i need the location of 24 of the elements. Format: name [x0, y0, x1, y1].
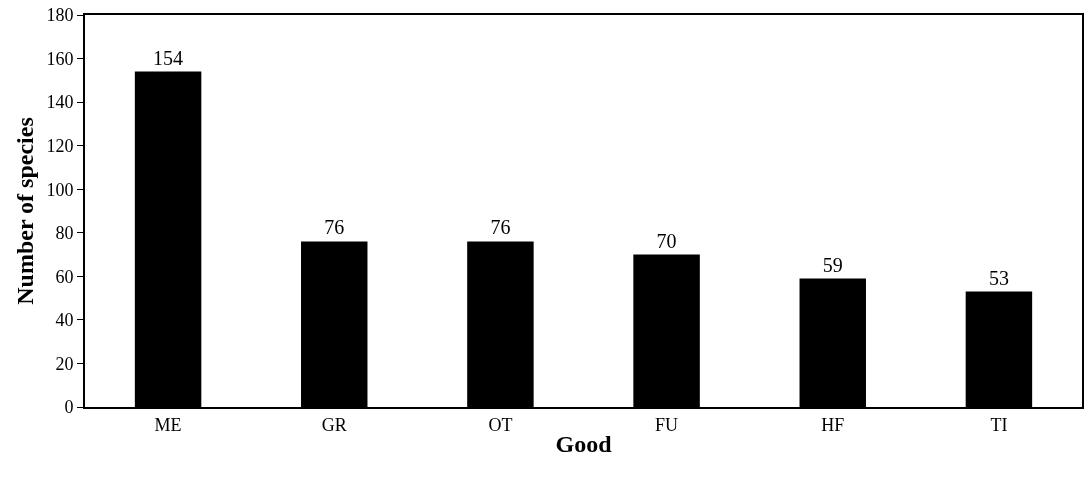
x-tick-label: FU	[655, 414, 679, 435]
y-tick-label: 20	[55, 353, 74, 374]
data-label: 53	[988, 266, 1009, 289]
x-tick-label: GR	[321, 414, 347, 435]
y-tick-label: 160	[46, 48, 74, 69]
data-label: 59	[822, 253, 843, 276]
x-tick-label: TI	[990, 414, 1008, 435]
y-tick-label: 40	[55, 310, 74, 331]
y-axis-title: Number of species	[12, 117, 38, 305]
y-tick-label: 80	[55, 223, 74, 244]
data-label: 154	[153, 46, 184, 69]
data-label: 76	[324, 216, 345, 239]
x-axis-title: Good	[555, 431, 613, 458]
y-tick-label: 60	[55, 266, 74, 287]
y-tick-label: 0	[64, 397, 74, 418]
y-tick-label: 100	[46, 179, 74, 200]
data-label: 70	[656, 229, 677, 252]
x-tick-label: HF	[821, 414, 845, 435]
x-tick-label: ME	[154, 414, 182, 435]
x-tick-label: OT	[488, 414, 513, 435]
y-tick-label: 180	[46, 5, 74, 26]
data-label: 76	[490, 216, 511, 239]
y-tick-label: 140	[46, 92, 74, 113]
y-tick-label: 120	[46, 135, 74, 156]
